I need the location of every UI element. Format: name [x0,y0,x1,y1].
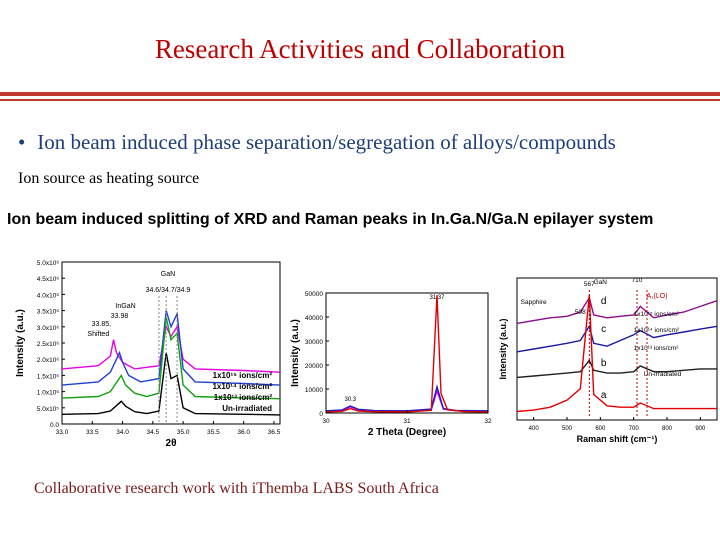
series-line-2 [516,324,718,353]
y-tick-label: 40000 [305,315,323,322]
title-divider [0,92,720,96]
annotation-ingan: InGaN [115,303,135,310]
plot-frame [516,277,718,421]
xrd-chart-detail: 30 31 32 0 10000 20000 30000 40000 50000 2 Theta … [288,285,496,450]
annotation-sapphire: Sapphire [521,299,547,306]
curve-label-d: d [601,296,607,307]
x-tick-label: 35.5 [207,429,220,436]
y-tick-label: 5.0x10⁶ [37,260,60,267]
legend-dose-1e13: 1x10¹³ ions/cm² [634,345,680,352]
legend-unirradiated: Un-irradiated [644,371,682,378]
section-heading: Ion beam induced splitting of XRD and Ra… [7,211,654,228]
y-tick-label: 1.5x10⁶ [37,373,60,380]
subtitle: Ion source as heating source [18,170,200,187]
y-tick-label: 0.0 [50,422,59,429]
annotation-567: 567 [584,281,595,288]
y-tick-label: 4.5x10⁶ [37,276,60,283]
legend-label: 1x10¹³ ions/cm² [214,393,273,402]
x-tick-label: 34.5 [147,429,160,436]
y-axis-label: Intensity (a.u.) [290,319,301,387]
annotation-508: 508 [575,309,586,316]
x-tick-label: 33.5 [86,429,99,436]
y-tick-label: 0 [319,411,323,418]
legend-dose-1e14: 1x10¹⁴ ions/cm² [634,327,680,334]
annotation-gan: GaN [594,279,608,286]
x-tick-label: 30 [322,418,330,425]
y-tick-label: 3.0x10⁶ [37,325,60,332]
curve-label-a: a [601,390,607,401]
annotation-peak-high: 31.37 [429,295,445,301]
footer-text: Collaborative research work with iThemba… [34,480,439,497]
y-tick-label: 10000 [305,387,323,394]
raman-chart: 400 500 600 700 800 900 Raman shift (cm⁻¹) Inte… [497,270,720,450]
legend-dose-1e15: 1x10¹⁵ ions/cm² [634,311,680,318]
legend-label: 1x10¹⁴ ions/cm² [212,382,272,391]
x-tick-label: 34.0 [116,429,129,436]
y-tick-label: 20000 [305,363,323,370]
legend-label: Un-irradiated [222,404,272,413]
x-tick-label: 33.0 [56,429,69,436]
x-tick-label: 500 [562,426,573,432]
y-tick-label: 4.0x10⁶ [37,292,60,299]
x-tick-label: 900 [695,426,706,432]
y-axis-label: Intensity (a.u.) [15,309,26,377]
annotation-peak-low: 30.3 [344,397,356,403]
x-tick-label: 31 [403,418,411,425]
slide-title: Research Activities and Collaboration [154,34,566,64]
title-divider-thin [0,99,720,101]
y-tick-label: 5.0x10⁵ [37,406,60,413]
bullet-icon: • [18,130,26,154]
x-tick-label: 800 [662,426,673,432]
y-axis-label: Intensity (a.u.) [498,318,508,379]
x-tick-label: 400 [529,426,540,432]
y-tick-label: 30000 [305,339,323,346]
annotation-peak-1: 33.85, [92,321,112,328]
x-axis-label: Raman shift (cm⁻¹) [577,434,658,444]
x-axis-label: 2 Theta (Degree) [368,427,446,438]
x-tick-label: 36.0 [237,429,250,436]
legend-label: 1x10¹⁵ ions/cm² [213,371,273,380]
series-line-2 [61,310,281,386]
x-tick-label: 36.5 [268,429,281,436]
x-tick-label: 600 [595,426,606,432]
series-line-3 [325,295,489,413]
series-line-1 [516,296,718,325]
y-tick-label: 2.0x10⁶ [37,357,60,364]
curve-label-b: b [601,358,607,369]
annotation-shifted: Shifted [87,331,109,338]
series-line-4 [516,294,717,413]
series-line-3 [516,359,717,379]
y-tick-label: 1.0x10⁶ [37,390,60,397]
plot-frame [325,292,489,414]
x-tick-label: 35.0 [177,429,190,436]
bullet-point: • Ion beam induced phase separation/segr… [18,130,616,155]
bullet-text: Ion beam induced phase separation/segreg… [37,130,616,154]
y-tick-label: 2.5x10⁶ [37,341,60,348]
y-tick-label: 3.5x10⁶ [37,309,60,316]
annotation-gan-peaks: 34.6/34.7/34.9 [146,287,191,294]
annotation-gan: GaN [161,271,175,278]
x-tick-label: 32 [484,418,492,425]
xrd-chart: 33.0 33.5 34.0 34.5 35.0 35.5 36.0 36.5 0.0 5.0x1… [14,252,286,457]
annotation-710: 710 [632,277,643,284]
annotation-a1lo: A₁(LO) [646,293,667,300]
y-tick-label: 50000 [305,291,323,298]
series-line-4 [61,352,281,416]
curve-label-c: c [601,324,606,335]
annotation-peak-2: 33.98 [111,313,129,320]
x-tick-label: 700 [629,426,640,432]
x-axis-label: 2θ [166,438,177,449]
